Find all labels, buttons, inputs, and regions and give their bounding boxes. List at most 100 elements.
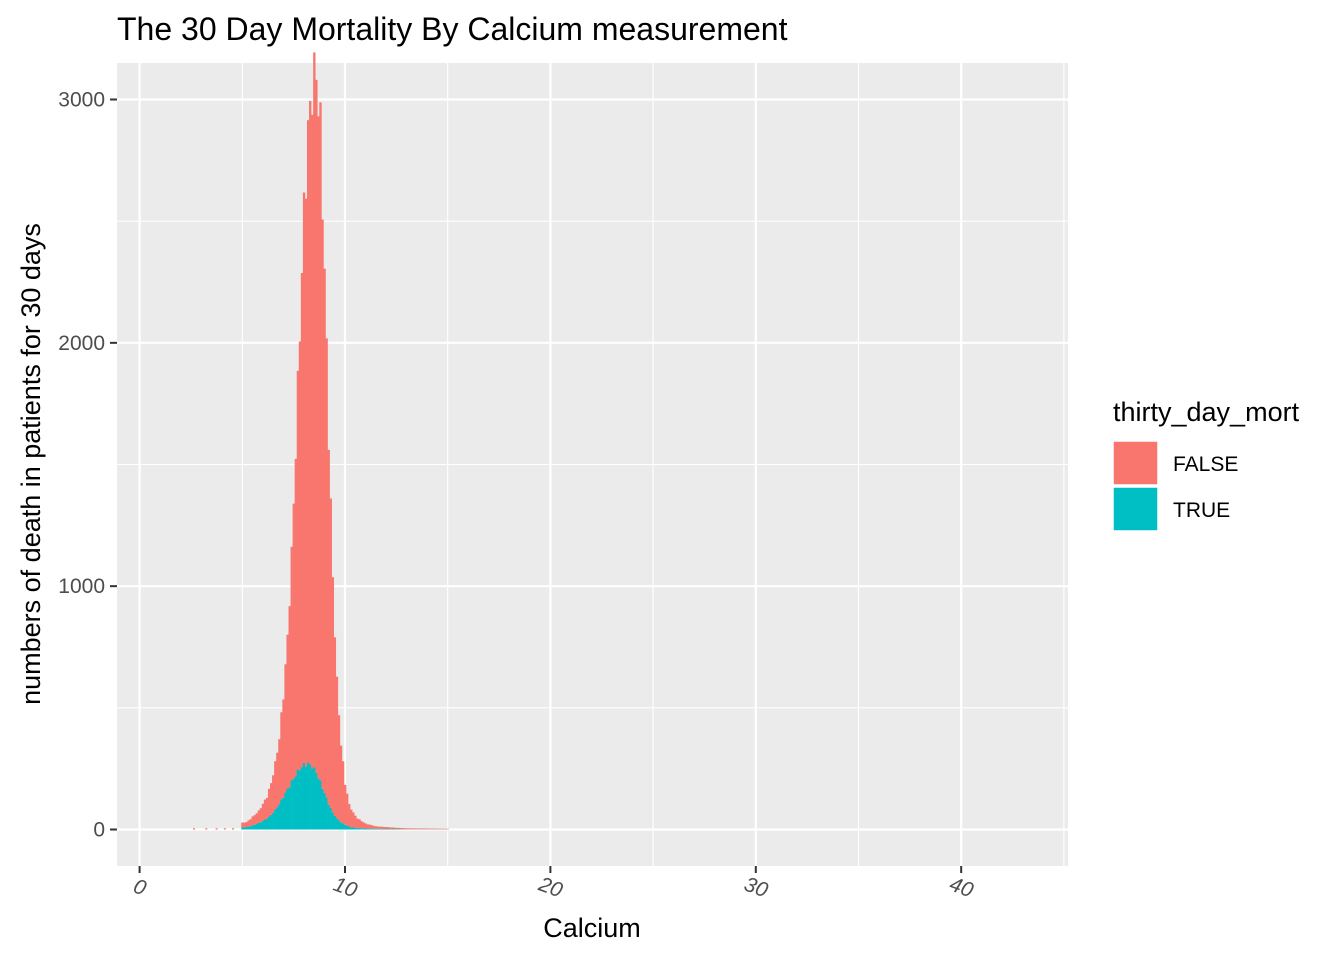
bar-false — [292, 503, 295, 779]
bar-false — [247, 820, 250, 827]
bar-false — [255, 813, 258, 825]
bar-true — [352, 827, 355, 830]
bar-true — [350, 827, 353, 830]
bar-true — [376, 828, 380, 830]
bar-false — [329, 498, 332, 808]
bar-true — [370, 828, 374, 830]
bar-false — [343, 784, 347, 825]
bar-true — [333, 815, 337, 830]
bar-false — [387, 827, 390, 829]
bar-false — [282, 699, 285, 798]
bar-false — [442, 828, 445, 830]
bar-false — [325, 338, 328, 798]
bar-false — [368, 824, 371, 829]
bar-true — [274, 809, 277, 830]
bar-false — [304, 198, 308, 767]
bar-true — [368, 828, 371, 830]
bar-true — [327, 804, 330, 830]
bar-false — [290, 546, 293, 781]
bar-false — [319, 102, 322, 781]
bar-false — [419, 828, 423, 830]
bar-false — [354, 815, 357, 828]
bar-true — [335, 818, 339, 830]
bar-false — [391, 827, 394, 830]
bar-false — [232, 828, 235, 830]
bar-true — [387, 828, 390, 830]
bar-true — [263, 819, 267, 830]
bar-false — [395, 827, 398, 830]
bar-false — [409, 828, 413, 830]
bar-false — [278, 739, 281, 805]
bar-true — [290, 780, 293, 830]
y-tick-label: 1000 — [58, 575, 105, 598]
bar-false — [267, 788, 271, 817]
bar-false — [374, 826, 378, 829]
bar-true — [278, 804, 281, 830]
minor-gridlines — [117, 63, 1068, 866]
bar-false — [428, 828, 431, 830]
bar-true — [356, 828, 359, 830]
bar-false — [205, 828, 208, 830]
bar-true — [382, 828, 386, 830]
bar-false — [323, 268, 326, 793]
bar-false — [296, 370, 300, 770]
chart-title: The 30 Day Mortality By Calcium measurem… — [117, 11, 788, 47]
bar-false — [253, 815, 256, 825]
x-tick-label: 40 — [946, 873, 976, 903]
bar-true — [251, 825, 254, 830]
bar-false — [426, 828, 429, 830]
bar-false — [302, 192, 306, 763]
bar-true — [272, 813, 275, 830]
legend-swatch-false — [1112, 440, 1159, 486]
bar-true — [341, 823, 345, 830]
bar-true — [243, 827, 246, 830]
histogram-bars — [192, 52, 450, 830]
bar-false — [215, 828, 218, 830]
bar-true — [247, 826, 250, 830]
bar-false — [438, 828, 441, 830]
bar-false — [380, 826, 384, 829]
bar-true — [288, 787, 291, 830]
bar-false — [399, 828, 402, 830]
bar-false — [401, 828, 404, 830]
bar-true — [372, 828, 376, 830]
bar-false — [358, 819, 361, 829]
x-axis: 0 10 20 30 40 — [130, 866, 977, 903]
bar-false — [280, 712, 283, 800]
bar-false — [192, 828, 196, 830]
y-tick-label: 0 — [93, 819, 105, 842]
bar-false — [415, 828, 419, 830]
bar-true — [360, 828, 363, 830]
bar-true — [329, 807, 332, 830]
bar-false — [348, 804, 351, 827]
bar-false — [333, 637, 337, 816]
bar-false — [411, 828, 415, 830]
bar-false — [284, 664, 287, 793]
bar-false — [327, 449, 330, 805]
bar-false — [321, 219, 324, 789]
bar-true — [309, 764, 312, 830]
bar-true — [325, 797, 328, 830]
bar-false — [346, 793, 349, 826]
bar-false — [417, 828, 421, 830]
bar-true — [306, 762, 310, 830]
bar-true — [339, 822, 343, 830]
bar-true — [358, 828, 361, 830]
x-tick-label: 10 — [330, 873, 360, 903]
bar-false — [223, 828, 226, 830]
bar-false — [313, 52, 316, 768]
bar-false — [403, 828, 406, 830]
bar-true — [267, 816, 271, 830]
bar-true — [284, 792, 287, 830]
bar-false — [306, 120, 310, 763]
bar-true — [245, 827, 248, 830]
bar-true — [331, 812, 334, 830]
bar-true — [270, 814, 273, 830]
bar-false — [265, 797, 269, 819]
bar-true — [348, 826, 351, 830]
bar-true — [249, 826, 252, 830]
bar-false — [393, 827, 396, 830]
bar-true — [261, 820, 265, 830]
bar-true — [255, 824, 258, 830]
